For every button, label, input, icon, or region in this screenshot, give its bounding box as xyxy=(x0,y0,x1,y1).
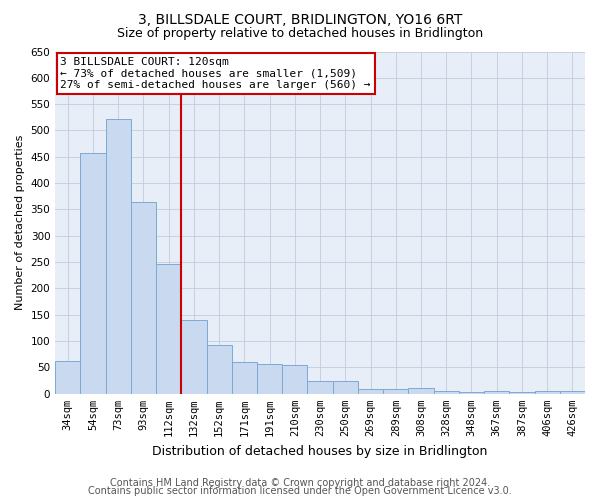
Bar xyxy=(55,361,80,394)
Bar xyxy=(232,362,257,394)
Text: Contains public sector information licensed under the Open Government Licence v3: Contains public sector information licen… xyxy=(88,486,512,496)
Bar xyxy=(434,391,459,394)
Bar xyxy=(383,388,409,394)
Bar xyxy=(131,202,156,394)
Bar xyxy=(332,380,358,394)
Bar xyxy=(560,391,585,394)
Bar xyxy=(459,392,484,394)
Bar xyxy=(156,264,181,394)
Text: Contains HM Land Registry data © Crown copyright and database right 2024.: Contains HM Land Registry data © Crown c… xyxy=(110,478,490,488)
Text: 3, BILLSDALE COURT, BRIDLINGTON, YO16 6RT: 3, BILLSDALE COURT, BRIDLINGTON, YO16 6R… xyxy=(138,12,462,26)
Bar xyxy=(409,388,434,394)
Bar xyxy=(358,388,383,394)
Bar xyxy=(484,391,509,394)
X-axis label: Distribution of detached houses by size in Bridlington: Distribution of detached houses by size … xyxy=(152,444,488,458)
Text: 3 BILLSDALE COURT: 120sqm
← 73% of detached houses are smaller (1,509)
27% of se: 3 BILLSDALE COURT: 120sqm ← 73% of detac… xyxy=(61,56,371,90)
Bar xyxy=(257,364,282,394)
Bar xyxy=(206,345,232,394)
Bar xyxy=(509,392,535,394)
Text: Size of property relative to detached houses in Bridlington: Size of property relative to detached ho… xyxy=(117,28,483,40)
Y-axis label: Number of detached properties: Number of detached properties xyxy=(15,135,25,310)
Bar xyxy=(181,320,206,394)
Bar xyxy=(80,153,106,394)
Bar xyxy=(106,119,131,394)
Bar xyxy=(307,380,332,394)
Bar xyxy=(282,365,307,394)
Bar xyxy=(535,391,560,394)
